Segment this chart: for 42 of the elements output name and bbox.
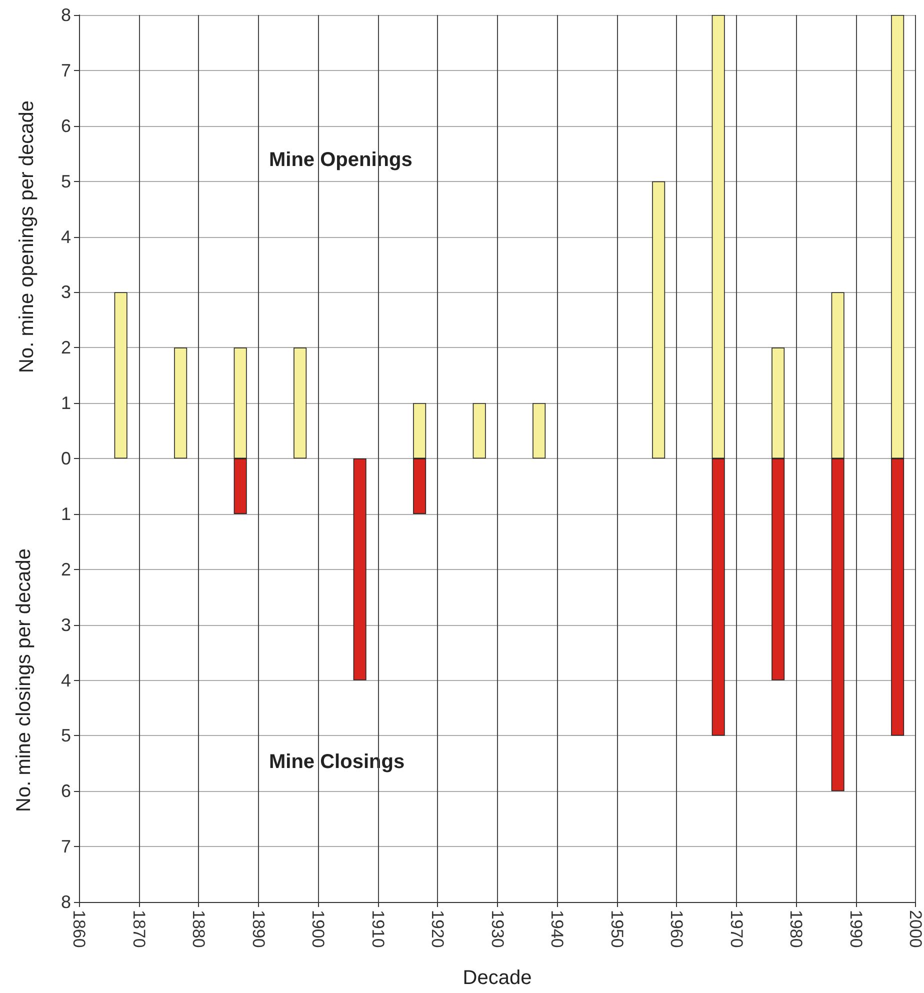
- bar: [114, 292, 128, 458]
- text: No. mine closings per decade: [13, 548, 35, 812]
- x-tick-label: 1990: [846, 910, 866, 948]
- x-tick-label: 1880: [189, 910, 208, 948]
- y-tick-label: 6: [60, 781, 71, 802]
- x-tick-label: 2000: [906, 910, 924, 948]
- y-tick-label: 7: [60, 836, 71, 857]
- bar: [174, 348, 188, 458]
- x-axis-title: Decade: [462, 967, 532, 989]
- y-tick-label: 0: [60, 448, 71, 468]
- x-tick-label: 1910: [368, 910, 388, 948]
- x-tick-label: 1980: [786, 910, 806, 948]
- bar: [294, 348, 307, 458]
- y-tick-label: 8: [60, 892, 71, 912]
- y-tick-label: 1: [60, 504, 71, 524]
- y-tick-label: 3: [60, 282, 71, 302]
- y-tick-label: 7: [60, 60, 71, 80]
- y-tick-label: 4: [60, 670, 71, 690]
- y-tick-label: 3: [60, 614, 71, 635]
- x-tick-label: 1930: [488, 910, 507, 948]
- y-tick-label: 8: [60, 5, 71, 25]
- bar: [353, 458, 366, 680]
- y-tick-label: 1: [60, 393, 71, 414]
- y-axis-title: No. mine openings per decade: [16, 100, 38, 373]
- y-tick-label: 6: [60, 116, 71, 136]
- x-tick-label: 1890: [248, 910, 268, 948]
- x-tick-label: 1940: [548, 910, 566, 948]
- x-tick-label: 1960: [667, 910, 686, 948]
- bar: [472, 403, 486, 458]
- x-tick-label: 1920: [428, 910, 447, 948]
- x-tick-label: 1950: [607, 910, 626, 948]
- y-tick-label: 5: [60, 726, 71, 746]
- x-tick-label: 1870: [129, 910, 148, 948]
- y-tick-label: 2: [60, 338, 71, 358]
- x-tick-label: 1970: [726, 910, 746, 948]
- y-tick-label: 2: [60, 559, 71, 580]
- y-tick-label: 4: [60, 226, 71, 247]
- x-tick-label: 1860: [70, 910, 88, 948]
- bar: [532, 403, 546, 458]
- x-tick-label: 1900: [308, 910, 328, 948]
- y-tick-label: 5: [60, 171, 71, 192]
- bar: [652, 181, 666, 458]
